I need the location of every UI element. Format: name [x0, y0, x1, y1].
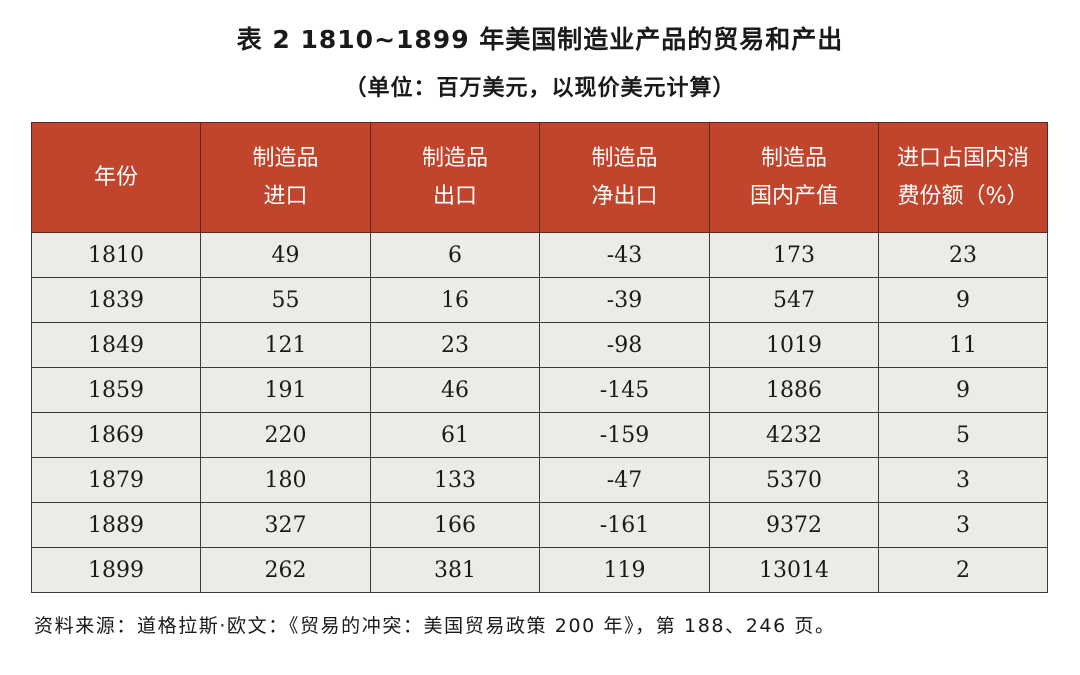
cell-domestic-output: 5370 [709, 457, 879, 503]
cell-import-share: 23 [878, 232, 1048, 278]
cell-imports: 49 [200, 232, 371, 278]
table-row: 1879 180 133 -47 5370 3 [31, 457, 1048, 503]
cell-net-exports: -161 [539, 502, 710, 548]
cell-year: 1899 [31, 547, 201, 593]
header-exports: 制造品 出口 [370, 122, 540, 233]
cell-exports: 61 [370, 412, 540, 458]
header-line: 费份额（%） [897, 183, 1029, 209]
cell-domestic-output: 4232 [709, 412, 879, 458]
cell-domestic-output: 547 [709, 277, 879, 323]
header-row: 年份 制造品 进口 制造品 出口 制造品 净出口 制造品 国内产值 进口占国内消… [31, 122, 1048, 233]
cell-net-exports: -159 [539, 412, 710, 458]
cell-imports: 180 [200, 457, 371, 503]
cell-import-share: 9 [878, 367, 1048, 413]
cell-domestic-output: 1019 [709, 322, 879, 368]
cell-import-share: 11 [878, 322, 1048, 368]
cell-domestic-output: 13014 [709, 547, 879, 593]
table-row: 1889 327 166 -161 9372 3 [31, 502, 1048, 548]
cell-exports: 6 [370, 232, 540, 278]
cell-import-share: 3 [878, 502, 1048, 548]
cell-year: 1839 [31, 277, 201, 323]
cell-imports: 55 [200, 277, 371, 323]
table-title: 表 2 1810~1899 年美国制造业产品的贸易和产出 [236, 25, 844, 54]
cell-import-share: 9 [878, 277, 1048, 323]
cell-net-exports: -43 [539, 232, 710, 278]
cell-imports: 262 [200, 547, 371, 593]
header-year: 年份 [31, 122, 201, 233]
header-year-label: 年份 [93, 164, 138, 190]
cell-exports: 16 [370, 277, 540, 323]
cell-year: 1810 [31, 232, 201, 278]
cell-year: 1859 [31, 367, 201, 413]
header-line: 制造品 [421, 145, 488, 171]
cell-import-share: 2 [878, 547, 1048, 593]
cell-year: 1889 [31, 502, 201, 548]
header-import-share: 进口占国内消 费份额（%） [878, 122, 1048, 233]
header-line: 国内产值 [749, 183, 838, 209]
cell-net-exports: 119 [539, 547, 710, 593]
table-row: 1839 55 16 -39 547 9 [31, 277, 1048, 323]
table-subtitle: （单位：百万美元，以现价美元计算） [344, 76, 736, 101]
cell-import-share: 5 [878, 412, 1048, 458]
cell-exports: 166 [370, 502, 540, 548]
table-row: 1859 191 46 -145 1886 9 [31, 367, 1048, 413]
cell-net-exports: -39 [539, 277, 710, 323]
header-imports: 制造品 进口 [200, 122, 371, 233]
header-line: 进口占国内消 [896, 145, 1029, 171]
cell-domestic-output: 1886 [709, 367, 879, 413]
header-line: 制造品 [760, 145, 827, 171]
header-line: 进口 [263, 183, 308, 209]
cell-net-exports: -47 [539, 457, 710, 503]
cell-exports: 46 [370, 367, 540, 413]
header-domestic-output: 制造品 国内产值 [709, 122, 879, 233]
cell-net-exports: -98 [539, 322, 710, 368]
header-line: 净出口 [591, 183, 658, 209]
cell-imports: 327 [200, 502, 371, 548]
cell-imports: 191 [200, 367, 371, 413]
data-table: 年份 制造品 进口 制造品 出口 制造品 净出口 制造品 国内产值 进口占国内消… [31, 122, 1048, 593]
cell-import-share: 3 [878, 457, 1048, 503]
table-row: 1849 121 23 -98 1019 11 [31, 322, 1048, 368]
table-row: 1869 220 61 -159 4232 5 [31, 412, 1048, 458]
cell-year: 1879 [31, 457, 201, 503]
cell-domestic-output: 173 [709, 232, 879, 278]
cell-year: 1869 [31, 412, 201, 458]
table-row: 1810 49 6 -43 173 23 [31, 232, 1048, 278]
cell-exports: 381 [370, 547, 540, 593]
table-row: 1899 262 381 119 13014 2 [31, 547, 1048, 593]
header-net-exports: 制造品 净出口 [539, 122, 710, 233]
cell-imports: 220 [200, 412, 371, 458]
cell-exports: 23 [370, 322, 540, 368]
header-line: 制造品 [591, 145, 658, 171]
header-line: 制造品 [252, 145, 319, 171]
header-line: 出口 [432, 183, 477, 209]
cell-exports: 133 [370, 457, 540, 503]
cell-domestic-output: 9372 [709, 502, 879, 548]
cell-imports: 121 [200, 322, 371, 368]
cell-net-exports: -145 [539, 367, 710, 413]
source-note: 资料来源：道格拉斯·欧文：《贸易的冲突：美国贸易政策 200 年》，第 188、… [34, 615, 836, 637]
cell-year: 1849 [31, 322, 201, 368]
